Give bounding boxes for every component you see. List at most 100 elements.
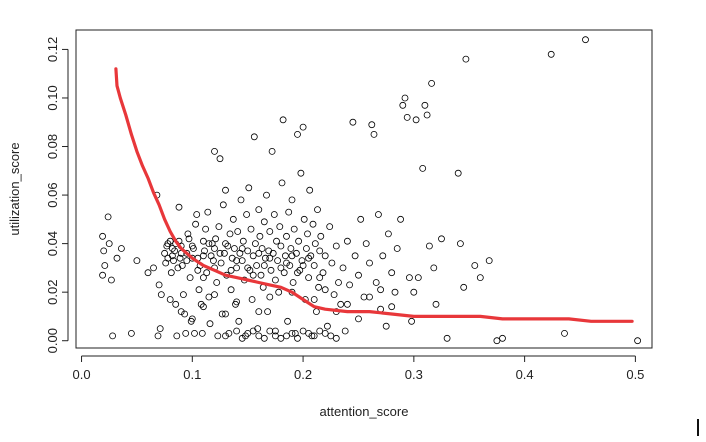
scatter-point [215, 223, 223, 231]
scatter-point [202, 225, 210, 233]
scatter-point [393, 245, 401, 252]
scatter-point [177, 308, 185, 316]
scatter-point [273, 237, 280, 245]
scatter-point [471, 262, 479, 269]
scatter-point [397, 215, 405, 223]
scatter-point [321, 329, 329, 337]
scatter-point [287, 245, 295, 252]
text-cursor-icon [697, 419, 699, 436]
scatter-point [305, 274, 313, 282]
scatter-point [150, 264, 157, 272]
scatter-point [229, 215, 237, 223]
scatter-point [127, 329, 135, 337]
scatter-point [181, 310, 189, 318]
scatter-point [374, 211, 382, 218]
plot-frame [75, 29, 653, 349]
scatter-point [237, 196, 245, 204]
scatter-point [99, 271, 106, 279]
scatter-point [266, 293, 274, 301]
scatter-point [294, 269, 301, 277]
scatter-point [248, 296, 256, 303]
scatter-point [156, 325, 164, 333]
scatter-point [289, 279, 297, 286]
scatter-point [399, 101, 407, 109]
scatter-point [317, 232, 325, 240]
scatter-point [315, 283, 323, 291]
scatter-point [195, 286, 203, 294]
scatter-point [216, 249, 224, 257]
scatter-point [255, 206, 263, 214]
scatter-point [408, 317, 416, 325]
scatter-point [104, 213, 112, 221]
scatter-point [405, 274, 413, 282]
scatter-point [281, 252, 289, 260]
scatter-point [199, 274, 207, 282]
scatter-point [244, 264, 252, 272]
scatter-point [391, 288, 399, 296]
scatter-point [332, 334, 340, 342]
y-tick-label: 0.12 [45, 37, 60, 62]
x-tick-label: 0.3 [405, 367, 423, 382]
scatter-point [212, 235, 220, 243]
scatter-point [271, 327, 279, 335]
scatter-point [314, 206, 321, 214]
scatter-point [162, 259, 170, 267]
scatter-point [246, 266, 254, 274]
scatter-points [99, 36, 641, 345]
scatter-point [403, 114, 411, 121]
scatter-point [164, 240, 172, 248]
scatter-point [249, 252, 257, 260]
scatter-point [323, 322, 331, 330]
scatter-point [227, 286, 235, 294]
scatter-point [185, 235, 193, 243]
scatter-point [179, 291, 187, 299]
scatter-point [188, 315, 196, 323]
scatter-point [357, 215, 365, 223]
scatter-point [305, 254, 313, 262]
scatter-point [327, 332, 335, 340]
scatter-point [178, 262, 186, 269]
scatter-point [328, 259, 336, 267]
scatter-point [168, 252, 176, 260]
scatter-point [304, 230, 311, 238]
scatter-point [326, 223, 334, 231]
scatter-point [277, 264, 285, 272]
scatter-point [298, 257, 306, 265]
scatter-point [155, 281, 163, 289]
scatter-point [234, 228, 242, 235]
scatter-point [283, 259, 290, 267]
scatter-point [299, 123, 307, 131]
scatter-point [233, 257, 241, 265]
x-tick-label: 0.4 [516, 367, 534, 382]
scatter-point [224, 242, 232, 250]
scatter-point [188, 242, 196, 250]
scatter-point [276, 223, 284, 231]
scatter-point [205, 293, 213, 301]
scatter-point [264, 308, 272, 316]
scatter-point [249, 327, 257, 335]
scatter-point [198, 329, 206, 337]
scatter-point [167, 269, 175, 277]
scatter-point [219, 201, 227, 209]
scatter-point [238, 334, 246, 342]
scatter-point [485, 257, 493, 265]
scatter-point [382, 322, 390, 330]
scatter-point [288, 329, 296, 337]
scatter-point [412, 116, 420, 124]
scatter-point [310, 296, 318, 303]
scatter-point [263, 191, 270, 199]
scatter-point [99, 232, 106, 240]
scatter-point [302, 245, 310, 252]
scatter-point [118, 245, 125, 252]
scatter-point [205, 240, 213, 248]
scatter-point [295, 237, 303, 245]
scatter-point [266, 228, 274, 235]
scatter-point [285, 208, 293, 216]
x-tick-label: 0.0 [72, 367, 90, 382]
scatter-point [288, 252, 296, 260]
scatter-point [414, 274, 422, 282]
y-tick-label: 0.04 [45, 231, 60, 256]
scatter-point [222, 186, 229, 194]
scatter-point [249, 271, 257, 279]
